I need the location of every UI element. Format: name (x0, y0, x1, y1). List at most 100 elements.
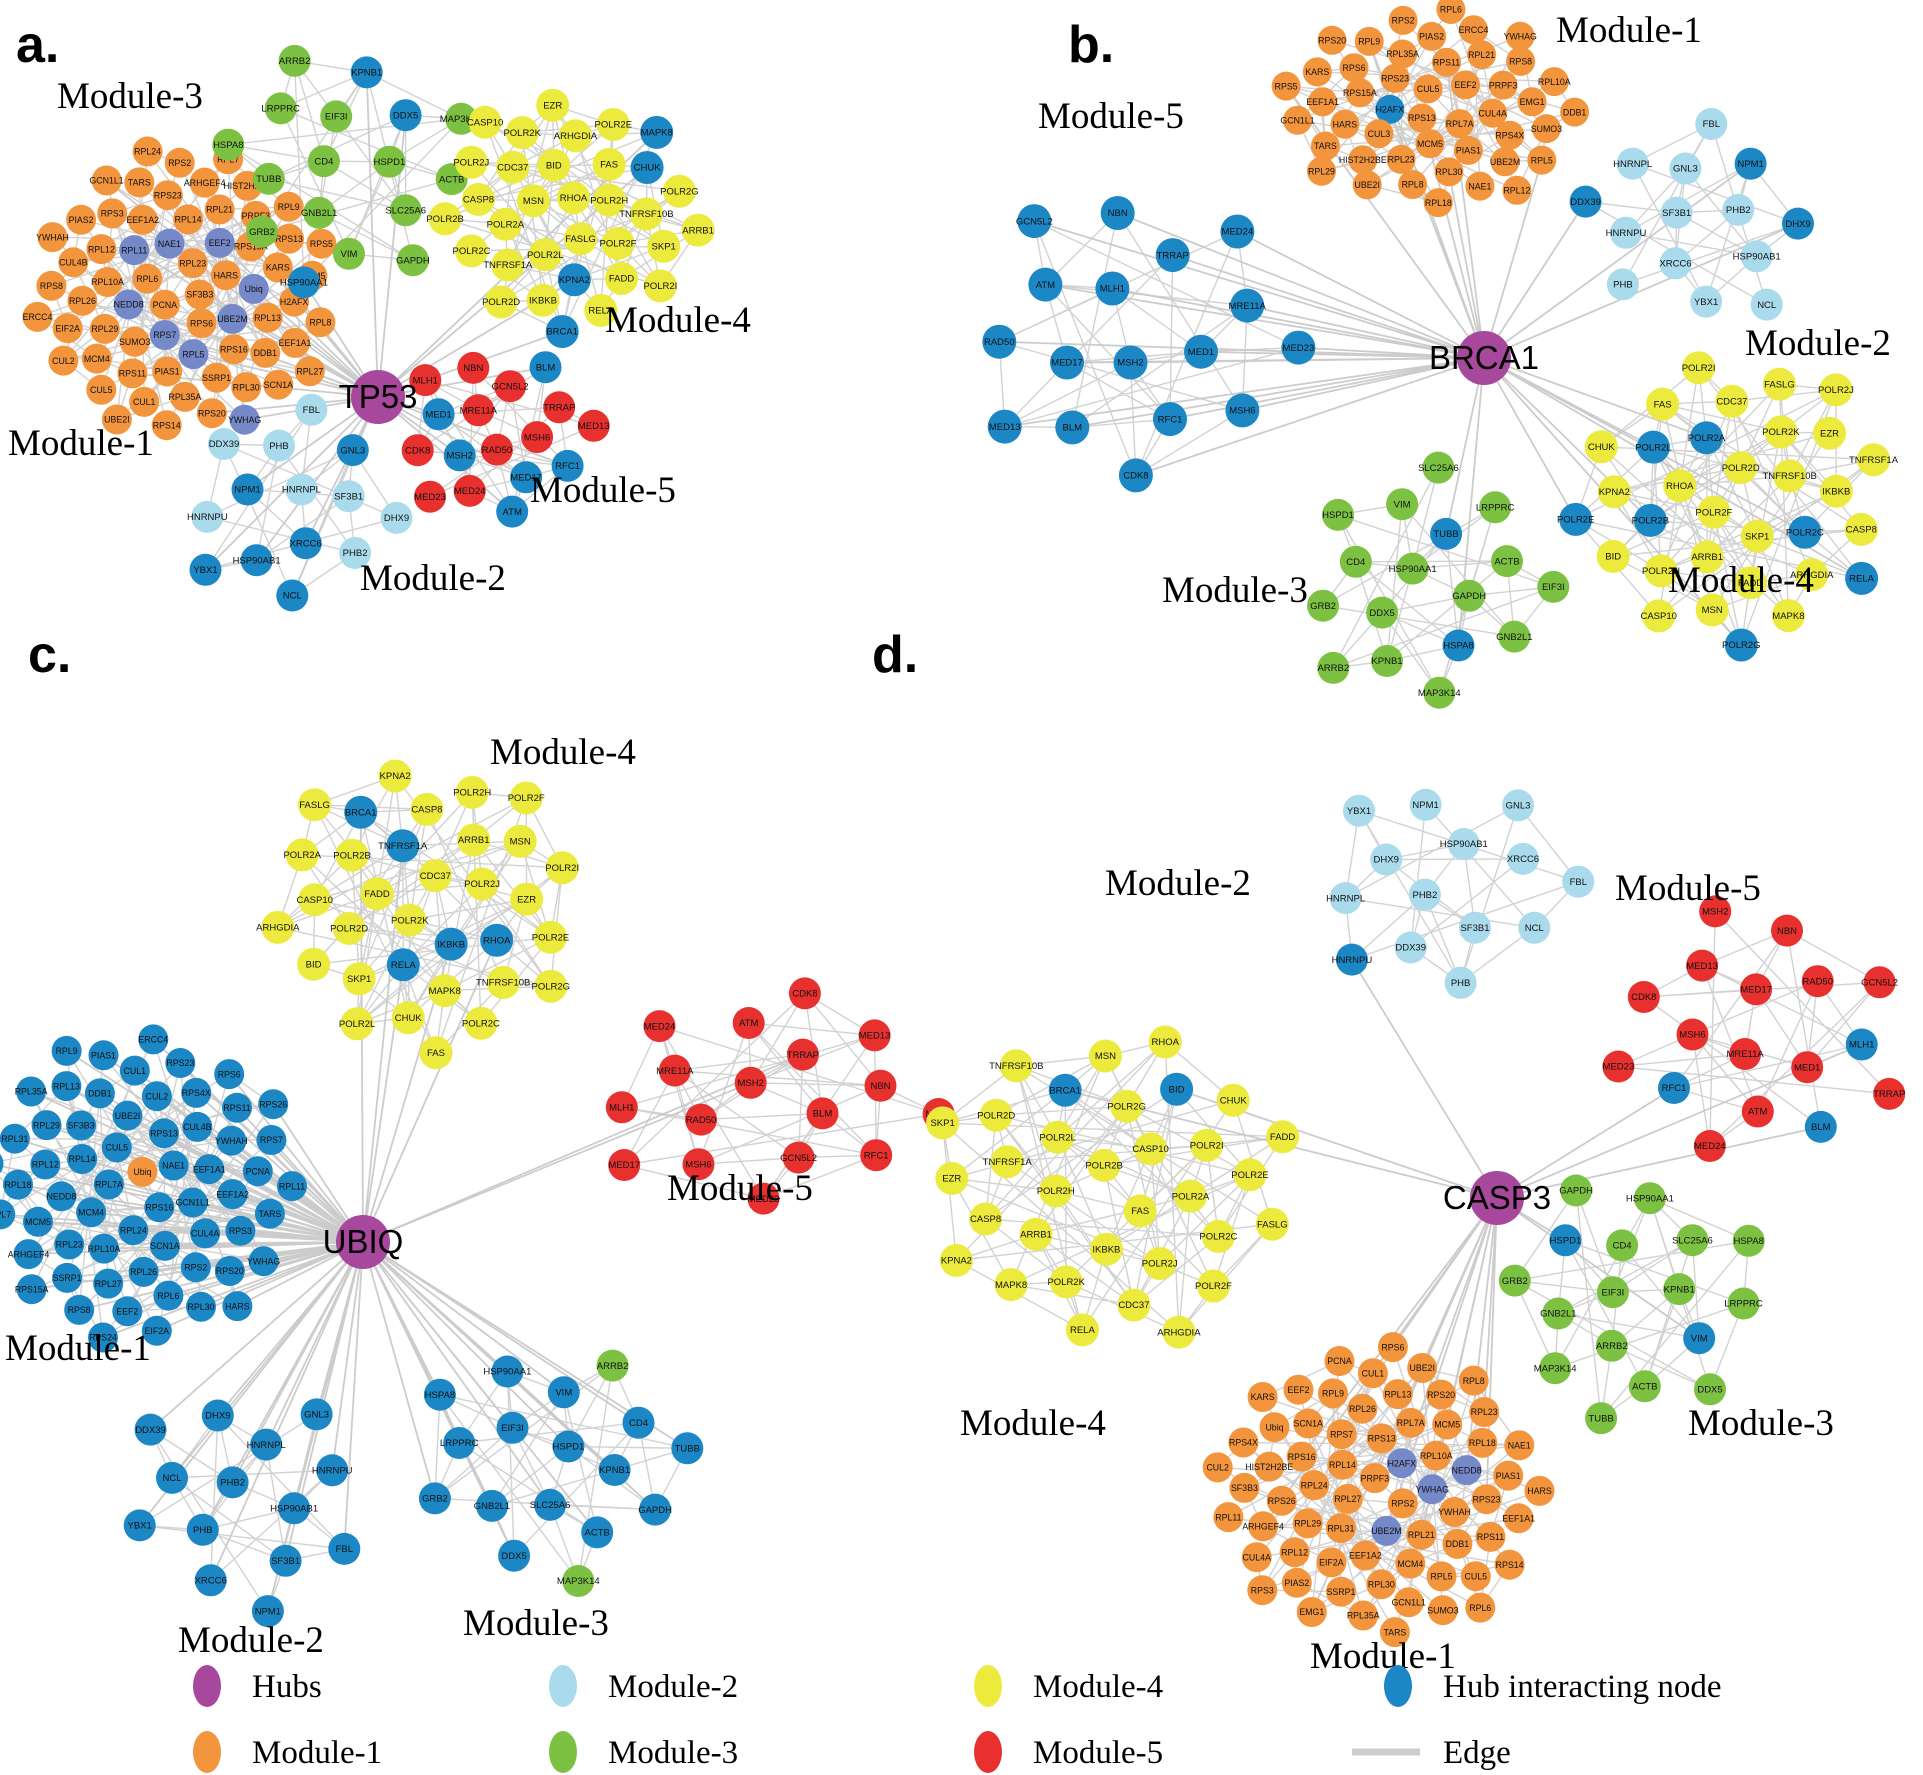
network-node[interactable] (552, 1430, 585, 1463)
network-node[interactable] (1771, 914, 1803, 947)
network-node[interactable] (287, 266, 320, 299)
network-node[interactable] (1318, 1378, 1348, 1409)
network-node[interactable] (151, 410, 182, 441)
network-node[interactable] (534, 920, 567, 954)
network-node[interactable] (465, 867, 499, 901)
network-node[interactable] (1740, 973, 1773, 1006)
network-node[interactable] (1697, 495, 1731, 529)
network-node[interactable] (1366, 1423, 1397, 1454)
network-node[interactable] (1153, 402, 1187, 437)
network-node[interactable] (180, 1252, 211, 1283)
network-node[interactable] (1694, 1373, 1726, 1406)
network-node[interactable] (264, 92, 297, 125)
network-node[interactable] (1507, 842, 1539, 875)
network-node[interactable] (194, 1564, 227, 1597)
network-node[interactable] (86, 374, 117, 405)
network-node[interactable] (1398, 170, 1428, 199)
network-node[interactable] (182, 1111, 213, 1142)
network-node[interactable] (1447, 828, 1480, 860)
network-node[interactable] (629, 197, 663, 231)
network-node[interactable] (204, 194, 235, 225)
network-node[interactable] (1316, 1547, 1347, 1578)
network-node[interactable] (1113, 345, 1148, 380)
network-node[interactable] (149, 289, 180, 320)
network-node[interactable] (1819, 373, 1853, 407)
network-node[interactable] (1348, 145, 1378, 175)
network-node[interactable] (1348, 1600, 1379, 1631)
network-node[interactable] (1407, 1353, 1438, 1383)
network-node[interactable] (101, 404, 132, 435)
network-node[interactable] (386, 948, 420, 982)
network-node[interactable] (320, 100, 353, 133)
network-node[interactable] (1559, 502, 1593, 536)
network-node[interactable] (1659, 247, 1692, 280)
network-node[interactable] (1715, 384, 1749, 418)
network-node[interactable] (1663, 469, 1697, 503)
network-node[interactable] (217, 303, 248, 334)
network-node[interactable] (1445, 109, 1475, 139)
network-node[interactable] (1286, 1441, 1317, 1472)
network-node[interactable] (1432, 47, 1461, 77)
network-node[interactable] (238, 273, 269, 304)
network-node[interactable] (1387, 1488, 1418, 1519)
network-node[interactable] (178, 339, 209, 370)
network-node[interactable] (1228, 1427, 1259, 1458)
network-node[interactable] (414, 480, 446, 513)
network-node[interactable] (457, 351, 490, 384)
network-node[interactable] (1357, 1358, 1388, 1389)
network-node[interactable] (536, 88, 570, 122)
network-node[interactable] (189, 167, 220, 198)
network-node[interactable] (127, 204, 158, 235)
network-node[interactable] (1110, 1089, 1144, 1123)
network-node[interactable] (734, 1066, 767, 1099)
network-node[interactable] (1382, 1379, 1413, 1410)
network-node[interactable] (58, 247, 89, 278)
network-node[interactable] (263, 429, 295, 462)
network-node[interactable] (210, 260, 241, 291)
network-node[interactable] (340, 1007, 374, 1041)
network-node[interactable] (186, 1291, 216, 1322)
network-node[interactable] (222, 1092, 252, 1123)
network-node[interactable] (545, 315, 579, 348)
network-node[interactable] (1562, 865, 1595, 898)
network-node[interactable] (158, 1150, 189, 1181)
network-node[interactable] (1442, 629, 1475, 662)
network-node[interactable] (1660, 196, 1693, 229)
network-node[interactable] (1762, 367, 1796, 401)
network-node[interactable] (149, 320, 180, 350)
network-node[interactable] (1230, 288, 1265, 323)
network-node[interactable] (1633, 1182, 1666, 1215)
network-node[interactable] (1494, 1549, 1525, 1580)
network-node[interactable] (16, 1274, 47, 1305)
network-node[interactable] (434, 927, 468, 961)
network-node[interactable] (1396, 552, 1429, 585)
network-node[interactable] (1502, 175, 1532, 205)
network-node[interactable] (939, 1243, 973, 1277)
network-node[interactable] (1327, 1449, 1358, 1480)
network-node[interactable] (685, 1103, 717, 1136)
network-node[interactable] (480, 923, 514, 957)
network-node[interactable] (1460, 1561, 1491, 1592)
network-node[interactable] (1478, 98, 1508, 128)
network-node[interactable] (1857, 443, 1890, 477)
network-node[interactable] (1375, 94, 1405, 124)
network-node[interactable] (298, 788, 332, 822)
network-node[interactable] (1366, 596, 1399, 629)
network-node[interactable] (261, 910, 295, 944)
network-node[interactable] (1379, 1617, 1410, 1648)
network-node[interactable] (1326, 1576, 1356, 1607)
network-node[interactable] (51, 1071, 82, 1102)
network-node[interactable] (67, 1144, 98, 1174)
network-node[interactable] (428, 974, 462, 1008)
network-node[interactable] (141, 1315, 172, 1346)
network-node[interactable] (1642, 599, 1676, 633)
network-node[interactable] (443, 1427, 476, 1459)
network-node[interactable] (577, 409, 610, 442)
network-node[interactable] (1750, 288, 1783, 321)
network-node[interactable] (1791, 1051, 1824, 1084)
network-node[interactable] (294, 356, 325, 387)
hub-node[interactable] (1470, 1171, 1524, 1225)
network-node[interactable] (1669, 152, 1702, 185)
network-node[interactable] (240, 544, 273, 577)
network-node[interactable] (455, 234, 488, 268)
